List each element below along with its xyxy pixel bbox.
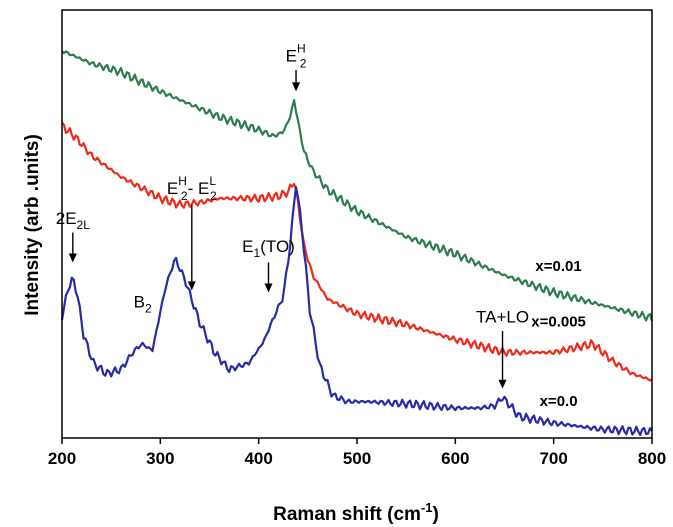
x-tick-label: 200 xyxy=(48,449,76,468)
annotation-sub: 2 xyxy=(300,56,307,70)
annotation-main: 2E xyxy=(56,209,77,228)
annotation-e1to: E1(TO) xyxy=(242,237,295,293)
series-line xyxy=(60,186,653,437)
annotation-sup: H xyxy=(297,41,306,55)
annotation-main: E xyxy=(167,179,178,198)
y-axis-title: Intensity (arb .units) xyxy=(22,134,43,316)
annotation-arrow-head xyxy=(264,283,273,293)
annotation-label: 2E2L xyxy=(56,209,90,232)
x-axis-title-base: Raman shift (cm xyxy=(273,504,421,525)
series-label: x=0.0 xyxy=(540,393,578,410)
plot-frame xyxy=(61,9,653,439)
x-axis-title-end: ) xyxy=(433,504,439,525)
annotation-sub: 2L xyxy=(77,218,91,232)
x-tick-label: 600 xyxy=(441,449,469,468)
annotation-2e2l: 2E2L xyxy=(56,209,90,263)
series-lines xyxy=(60,50,654,437)
x-tick-label: 500 xyxy=(343,449,371,468)
series-line xyxy=(61,50,654,322)
y-axis-title-group: Intensity (arb .units) xyxy=(22,134,43,316)
annotation-sub: 2 xyxy=(145,301,152,315)
annotation-talo: TA+LO xyxy=(476,307,529,389)
series-label: x=0.005 xyxy=(531,314,586,331)
annotation-arrow-head xyxy=(187,281,196,291)
annotation-e2h-e2l: EH 2- EL 2 xyxy=(167,174,217,291)
annotation-arrow-head xyxy=(292,82,301,92)
annotation-sub: 2 xyxy=(181,189,188,203)
annotation-sub: 1 xyxy=(254,246,261,260)
x-axis-title: Raman shift (cm-1) xyxy=(273,500,439,525)
x-tick-label: 400 xyxy=(244,449,272,468)
series-line xyxy=(61,121,653,382)
annotation-sup: H xyxy=(178,174,187,188)
annotation-arrow-head xyxy=(68,253,77,263)
x-tick-label: 700 xyxy=(539,449,567,468)
x-axis-title-sup: -1 xyxy=(421,500,433,515)
annotation-b2: B2 xyxy=(134,292,152,315)
annotation-label: E1(TO) xyxy=(242,237,295,260)
annotation-label: EH 2- EL 2 xyxy=(167,174,217,203)
annotation-sub2: 2 xyxy=(210,189,217,203)
series-label: x=0.01 xyxy=(535,258,581,275)
x-axis-ticks: 200 300 400 500 600 700 800 xyxy=(48,438,666,468)
annotation-main: TA+LO xyxy=(476,307,529,326)
annotation-main: E xyxy=(286,46,297,65)
annotation-main: B xyxy=(134,292,145,311)
annotation-label: EH 2 xyxy=(286,41,307,70)
annotation-main: E xyxy=(242,237,253,256)
x-tick-label: 300 xyxy=(146,449,174,468)
series-labels: x=0.01 x=0.005 x=0.0 xyxy=(531,258,586,410)
annotation-label: B2 xyxy=(134,292,152,315)
annotation-tail: - E xyxy=(188,179,210,198)
annotation-e2h: EH 2 xyxy=(286,41,307,92)
annotation-sup2: L xyxy=(209,174,216,188)
x-tick-label: 800 xyxy=(638,449,666,468)
annotation-arrow-head xyxy=(498,379,507,389)
annotation-tail: (TO) xyxy=(260,237,295,256)
annotation-label: TA+LO xyxy=(476,307,529,326)
